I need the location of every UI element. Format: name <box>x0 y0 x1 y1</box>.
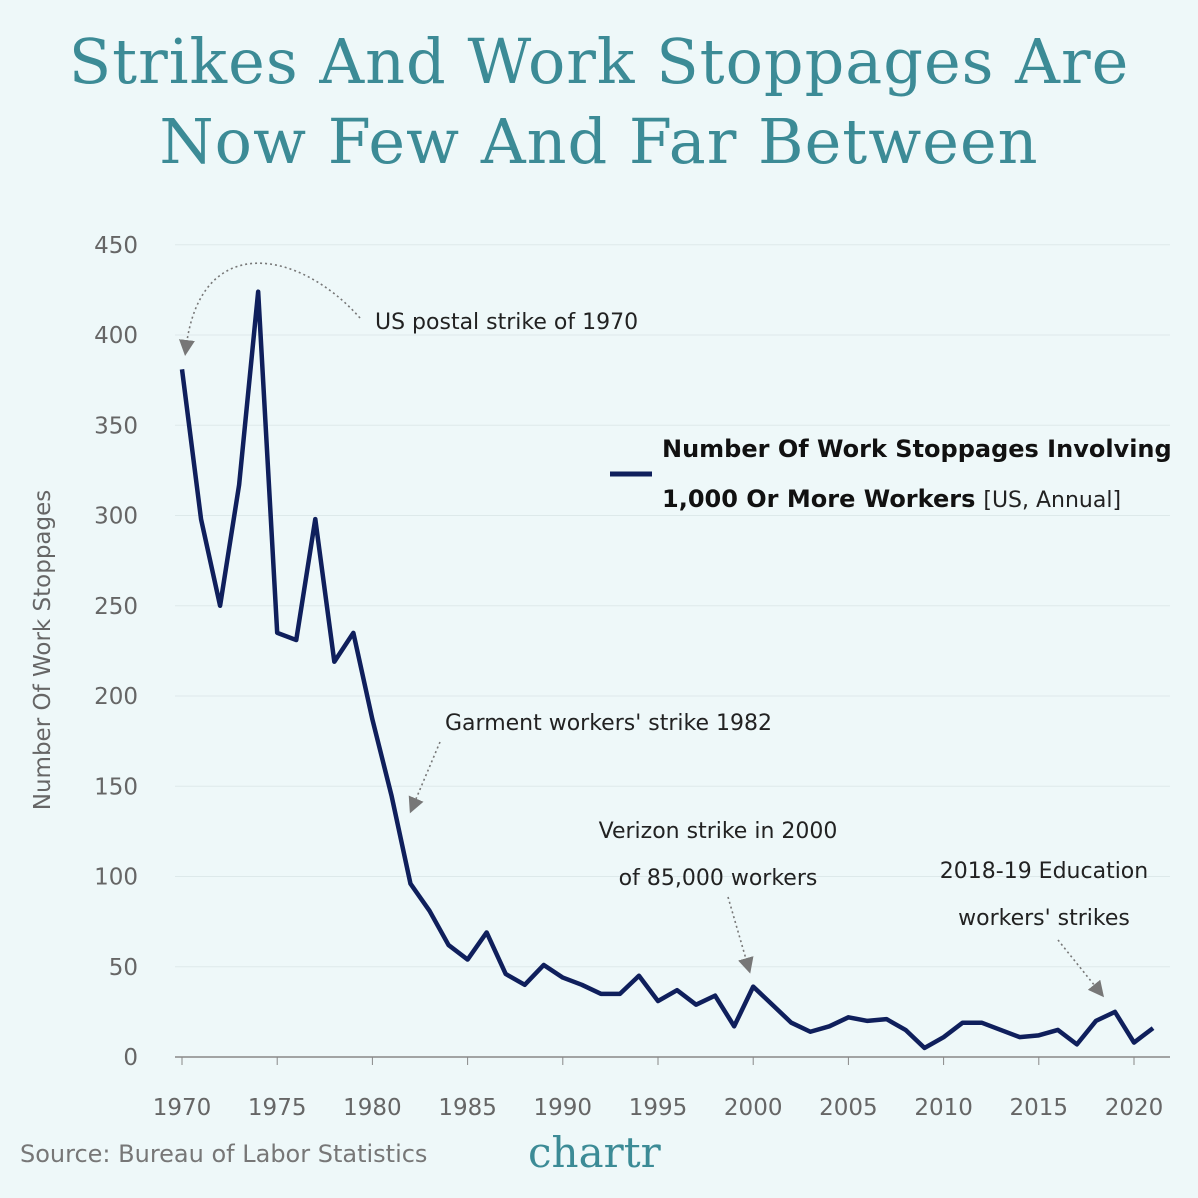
legend-line-2: 1,000 Or More Workers [US, Annual] <box>662 485 1121 513</box>
x-tick-label: 2015 <box>1010 1095 1069 1121</box>
chart-title: Strikes And Work Stoppages Are Now Few A… <box>0 22 1198 182</box>
annotation-text: 2018-19 Education <box>940 859 1148 884</box>
x-tick-label: 1980 <box>343 1095 402 1121</box>
title-line-2: Now Few And Far Between <box>159 105 1039 178</box>
y-tick-label: 150 <box>94 774 138 800</box>
x-tick-label: 1975 <box>248 1095 307 1121</box>
y-axis-label: Number Of Work Stoppages <box>30 490 56 810</box>
series-line <box>179 289 1155 1051</box>
legend-suffix: [US, Annual] <box>983 488 1121 513</box>
annotation-text: US postal strike of 1970 <box>375 310 638 335</box>
x-tick-label: 2005 <box>819 1095 878 1121</box>
y-tick-label: 450 <box>94 233 138 259</box>
x-tick-label: 1990 <box>534 1095 593 1121</box>
annotation-text: of 85,000 workers <box>619 866 818 891</box>
annotation-text: Verizon strike in 2000 <box>599 819 838 844</box>
annotation-arrow <box>408 741 441 814</box>
y-tick-label: 50 <box>109 955 138 981</box>
y-tick-label: 300 <box>94 504 138 530</box>
annotation-arrow <box>727 896 754 974</box>
y-tick-label: 0 <box>123 1045 138 1071</box>
y-tick-label: 250 <box>94 594 138 620</box>
y-tick-label: 100 <box>94 865 138 891</box>
x-tick-label: 2020 <box>1105 1095 1164 1121</box>
x-tick-label: 1995 <box>629 1095 688 1121</box>
x-tick-label: 1985 <box>438 1095 497 1121</box>
annotation-arrow <box>179 262 361 356</box>
y-tick-label: 200 <box>94 684 138 710</box>
y-tick-label: 350 <box>94 413 138 439</box>
chartr-logo: chartr <box>528 1128 661 1177</box>
y-tick-label: 400 <box>94 323 138 349</box>
title-line-1: Strikes And Work Stoppages Are <box>68 25 1130 98</box>
annotation-text: Garment workers' strike 1982 <box>445 711 772 736</box>
source-note: Source: Bureau of Labor Statistics <box>20 1140 428 1168</box>
x-tick-label: 2000 <box>724 1095 783 1121</box>
x-tick-label: 2010 <box>914 1095 973 1121</box>
legend-line-2-main: 1,000 Or More Workers <box>662 485 975 513</box>
annotation-text: workers' strikes <box>958 906 1130 931</box>
x-tick-label: 1970 <box>153 1095 212 1121</box>
annotation-arrow <box>1057 939 1105 998</box>
legend-line-1: Number Of Work Stoppages Involving <box>662 435 1172 463</box>
